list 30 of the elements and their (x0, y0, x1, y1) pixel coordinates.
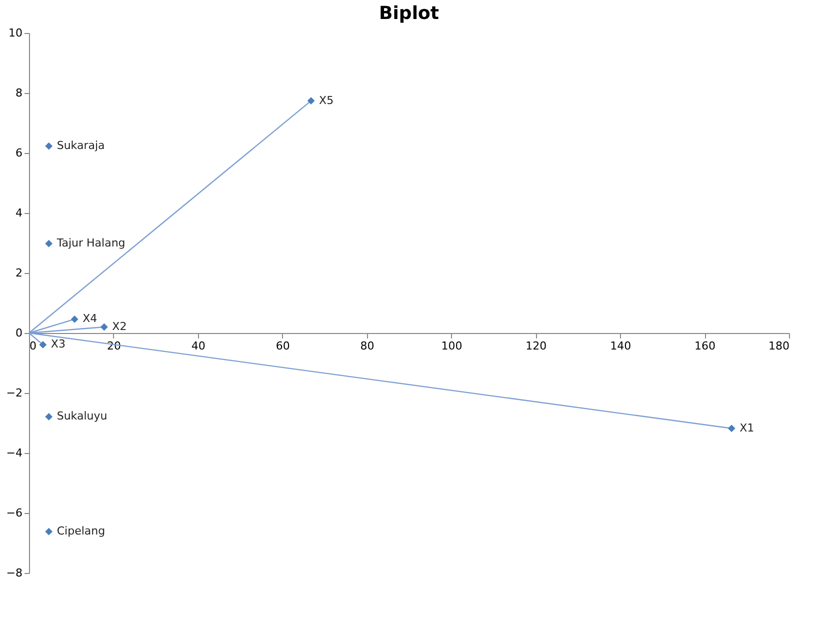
x-tick-label: 160 (694, 340, 716, 352)
annotation: Sukaraja (56, 139, 105, 152)
y-tick-label: 8 (16, 86, 22, 100)
x-tick-label: 20 (106, 340, 121, 352)
annotation: X1 (740, 421, 754, 434)
annotation: X2 (112, 320, 127, 333)
y-tick-label: −4 (6, 446, 22, 460)
y-tick-label: 2 (16, 266, 22, 280)
annotation: X3 (50, 338, 66, 351)
y-tick-label: 10 (8, 26, 22, 40)
x-tick-label: 0 (30, 340, 36, 352)
x-tick-label: 40 (191, 340, 206, 352)
y-tick-label: −8 (6, 566, 22, 580)
x-tick-label: 120 (526, 340, 547, 352)
y-tick-label: 6 (16, 146, 22, 160)
x-tick-label: 180 (768, 340, 790, 352)
annotation: Cipelang (56, 524, 106, 538)
chart-title: Biplot (379, 3, 440, 24)
annotation: X4 (82, 312, 98, 326)
y-tick-label: 4 (16, 206, 22, 220)
y-tick-label: 0 (16, 326, 22, 340)
x-tick-label: 60 (276, 340, 290, 352)
annotation: Tajur Halang (56, 236, 126, 250)
x-tick-label: 100 (441, 340, 462, 352)
annotation: Sukaluyu (56, 410, 108, 423)
y-tick-label: −2 (6, 386, 22, 400)
y-tick-label: −6 (6, 506, 22, 520)
x-tick-label: 140 (610, 340, 632, 352)
x-tick-label: 80 (360, 340, 374, 352)
annotation: X5 (319, 94, 334, 107)
